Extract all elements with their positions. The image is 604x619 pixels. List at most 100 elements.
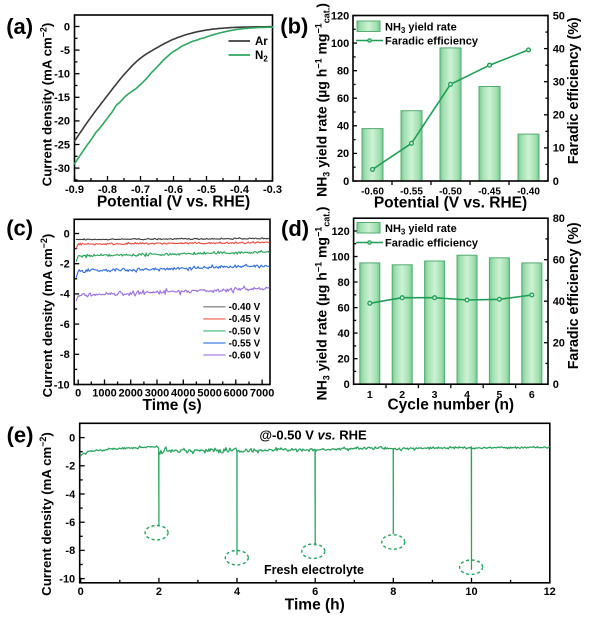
svg-text:100: 100 xyxy=(331,38,349,50)
svg-text:NH3 yield rate (µg h−1 mg−1cat: NH3 yield rate (µg h−1 mg−1cat.) xyxy=(314,207,332,401)
svg-text:50: 50 xyxy=(553,10,565,22)
svg-text:3: 3 xyxy=(432,389,438,401)
svg-text:2000: 2000 xyxy=(118,387,142,399)
svg-text:0: 0 xyxy=(64,21,70,33)
svg-text:-5: -5 xyxy=(60,45,70,57)
svg-text:40: 40 xyxy=(338,328,350,340)
svg-text:-4: -4 xyxy=(60,289,71,301)
svg-text:80: 80 xyxy=(337,66,349,78)
svg-text:-0.50: -0.50 xyxy=(439,186,462,197)
svg-text:Potential (V vs. RHE): Potential (V vs. RHE) xyxy=(374,195,527,212)
svg-text:0: 0 xyxy=(78,586,84,598)
svg-text:12: 12 xyxy=(544,586,556,598)
svg-text:-8: -8 xyxy=(60,349,70,361)
svg-text:-0.5: -0.5 xyxy=(197,184,216,196)
svg-text:Time (s): Time (s) xyxy=(143,397,202,414)
svg-text:0: 0 xyxy=(344,379,350,391)
svg-text:Faradic efficiency (%): Faradic efficiency (%) xyxy=(566,222,582,369)
svg-text:1000: 1000 xyxy=(92,387,116,399)
svg-text:Faradic efficiency (%): Faradic efficiency (%) xyxy=(566,17,582,164)
svg-text:5000: 5000 xyxy=(197,387,221,399)
svg-text:Time (h): Time (h) xyxy=(285,596,345,613)
svg-text:100: 100 xyxy=(331,251,349,263)
svg-text:-10: -10 xyxy=(54,379,70,391)
svg-text:-0.40: -0.40 xyxy=(517,186,540,197)
svg-text:-10: -10 xyxy=(54,69,70,81)
svg-text:120: 120 xyxy=(331,226,349,238)
svg-text:10: 10 xyxy=(553,143,565,155)
svg-text:-25: -25 xyxy=(54,139,70,151)
svg-text:7000: 7000 xyxy=(250,387,274,399)
svg-text:-30: -30 xyxy=(54,163,70,175)
svg-text:(b): (b) xyxy=(280,13,308,38)
svg-text:(d): (d) xyxy=(281,216,309,241)
svg-text:Fresh electrolyte: Fresh electrolyte xyxy=(264,563,364,577)
svg-text:-10: -10 xyxy=(59,573,75,585)
svg-text:6000: 6000 xyxy=(224,387,248,399)
svg-text:60: 60 xyxy=(338,302,350,314)
svg-text:60: 60 xyxy=(337,93,349,105)
svg-text:-4: -4 xyxy=(65,489,76,501)
svg-text:NH3 yield rate (µg h−1 mg−1cat: NH3 yield rate (µg h−1 mg−1cat.) xyxy=(314,3,332,197)
svg-text:NH3 yield rate: NH3 yield rate xyxy=(385,22,457,36)
svg-text:-0.60: -0.60 xyxy=(361,186,384,197)
svg-text:2: 2 xyxy=(399,389,405,401)
svg-text:-0.3: -0.3 xyxy=(263,184,282,196)
svg-text:40: 40 xyxy=(553,296,565,308)
svg-text:-15: -15 xyxy=(54,92,70,104)
svg-text:40: 40 xyxy=(337,121,349,133)
svg-text:NH3 yield rate: NH3 yield rate xyxy=(385,223,457,237)
svg-text:-0.8: -0.8 xyxy=(98,184,117,196)
svg-text:5: 5 xyxy=(496,389,502,401)
svg-text:Faradic efficiency: Faradic efficiency xyxy=(385,36,479,48)
svg-text:1: 1 xyxy=(367,389,373,401)
svg-text:-0.55 V: -0.55 V xyxy=(229,338,261,349)
svg-text:0: 0 xyxy=(553,176,559,188)
svg-text:0: 0 xyxy=(69,432,75,444)
svg-text:-20: -20 xyxy=(54,116,70,128)
svg-text:-2: -2 xyxy=(60,259,70,271)
svg-text:0: 0 xyxy=(75,387,81,399)
svg-text:6: 6 xyxy=(312,586,318,598)
svg-text:-0.9: -0.9 xyxy=(65,184,84,196)
svg-text:Potential (V vs. RHE): Potential (V vs. RHE) xyxy=(97,193,250,210)
svg-text:4: 4 xyxy=(234,586,241,598)
svg-text:-2: -2 xyxy=(65,461,75,473)
svg-text:-6: -6 xyxy=(65,517,75,529)
svg-text:-0.55: -0.55 xyxy=(400,186,423,197)
svg-text:20: 20 xyxy=(553,110,565,122)
svg-text:30: 30 xyxy=(553,77,565,89)
svg-text:20: 20 xyxy=(553,338,565,350)
svg-text:6: 6 xyxy=(529,389,535,401)
svg-text:Cycle number (n): Cycle number (n) xyxy=(387,397,514,414)
svg-text:Ar: Ar xyxy=(255,36,268,48)
svg-text:8: 8 xyxy=(390,586,396,598)
svg-text:80: 80 xyxy=(338,277,350,289)
svg-text:20: 20 xyxy=(338,354,350,366)
svg-text:40: 40 xyxy=(553,43,565,55)
svg-text:-0.50 V: -0.50 V xyxy=(229,326,261,337)
svg-text:-0.45 V: -0.45 V xyxy=(229,314,261,325)
svg-text:2: 2 xyxy=(156,586,162,598)
svg-text:(e): (e) xyxy=(7,422,34,447)
svg-text:Current density (mA cm−2): Current density (mA cm−2) xyxy=(39,23,55,187)
svg-text:-0.45: -0.45 xyxy=(478,186,501,197)
svg-text:10: 10 xyxy=(465,586,477,598)
svg-text:60: 60 xyxy=(553,255,565,267)
svg-text:120: 120 xyxy=(331,10,349,22)
svg-text:-0.7: -0.7 xyxy=(131,184,150,196)
svg-text:Faradic efficiency: Faradic efficiency xyxy=(385,238,479,250)
svg-text:-0.40 V: -0.40 V xyxy=(229,302,261,313)
svg-text:Current density (mA cm−2): Current density (mA cm−2) xyxy=(39,234,55,398)
svg-text:-8: -8 xyxy=(65,545,75,557)
svg-text:80: 80 xyxy=(553,213,565,225)
svg-text:(c): (c) xyxy=(6,215,33,240)
svg-text:-0.6: -0.6 xyxy=(164,184,183,196)
svg-text:0: 0 xyxy=(343,176,349,188)
svg-text:3000: 3000 xyxy=(145,387,169,399)
svg-text:(a): (a) xyxy=(6,14,33,39)
svg-text:@-0.50 V vs. RHE: @-0.50 V vs. RHE xyxy=(259,427,367,442)
svg-text:-6: -6 xyxy=(60,319,70,331)
svg-text:4: 4 xyxy=(464,389,470,401)
svg-text:4000: 4000 xyxy=(171,387,195,399)
